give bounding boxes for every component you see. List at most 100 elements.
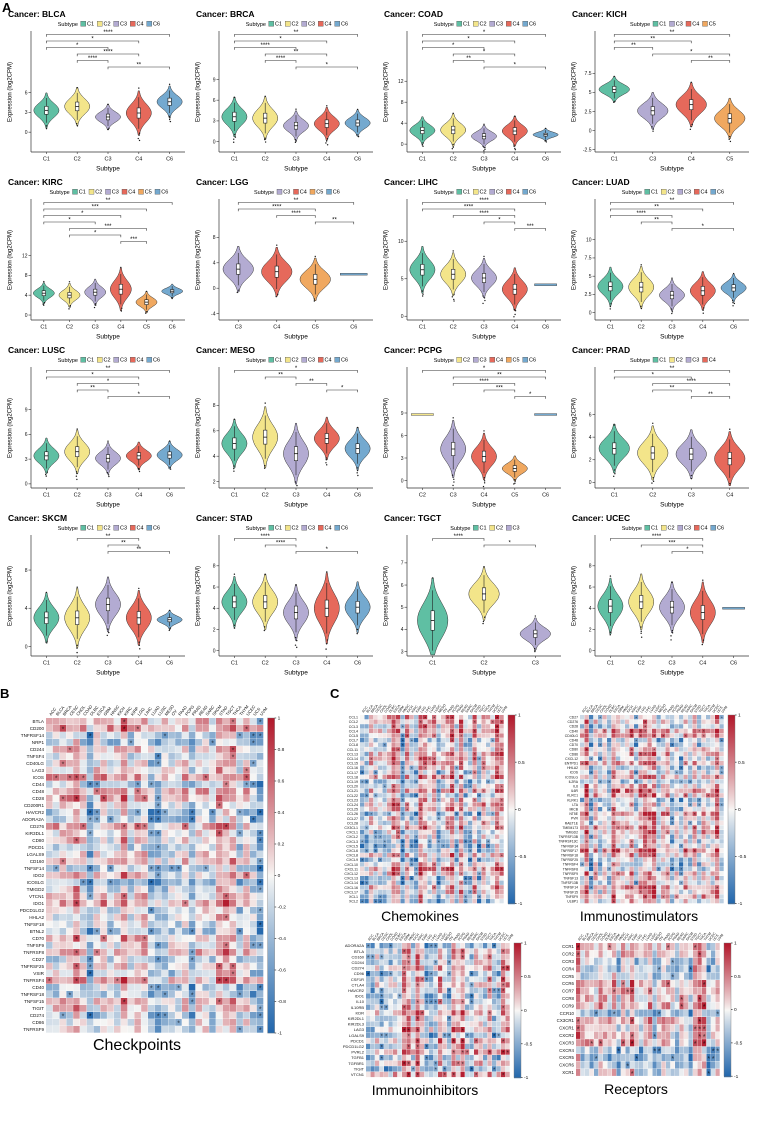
svg-text:**: ** (670, 198, 675, 204)
svg-text:C3: C3 (104, 493, 111, 499)
violin-svg-luad: Cancer: LUAD Subtype C1 C2 C3 C4 C6 0 2.5 5 7.5 10 E… (572, 177, 749, 341)
violin-svg-meso: Cancer: MESO Subtype C1 C2 C3 C4 C6 2 4 6 8 Express… (196, 345, 373, 509)
svg-text:C3: C3 (684, 526, 691, 532)
violin-plot-lgg: Cancer: LGG Subtype C3 C4 C5 C6 -4 0 4 8 Expressio… (192, 174, 378, 342)
svg-text:10: 10 (398, 239, 404, 245)
svg-text:C4: C4 (135, 493, 142, 499)
heatmap-canvas-checkpoints (10, 700, 293, 1036)
svg-text:0: 0 (401, 478, 404, 484)
svg-text:C1: C1 (659, 358, 666, 364)
svg-text:C1: C1 (40, 325, 47, 331)
violin-svg-skcm: Cancer: SKCM Subtype C1 C2 C3 C4 C6 0 4 8 Expressi… (8, 513, 185, 677)
svg-text:8: 8 (213, 564, 216, 570)
svg-text:Expression (log2CPM): Expression (log2CPM) (384, 566, 390, 626)
svg-text:C1: C1 (480, 526, 487, 532)
svg-text:C6: C6 (161, 190, 168, 196)
svg-text:*: * (508, 540, 511, 546)
svg-text:6: 6 (213, 98, 216, 104)
svg-text:5: 5 (589, 274, 592, 280)
svg-text:4: 4 (589, 606, 592, 612)
svg-text:10: 10 (586, 237, 592, 243)
svg-text:***: *** (104, 224, 112, 230)
svg-text:Subtype: Subtype (246, 526, 266, 532)
svg-text:C2: C2 (676, 358, 683, 364)
svg-text:***: *** (668, 540, 676, 546)
svg-text:*: * (91, 372, 94, 378)
violin-svg-coad: Cancer: COAD Subtype C1 C2 C3 C4 C6 0 4 8 12 Expres… (384, 9, 561, 173)
svg-text:C2: C2 (262, 493, 269, 499)
svg-text:Subtype: Subtype (284, 334, 308, 341)
svg-text:C3: C3 (292, 493, 299, 499)
svg-text:**: ** (294, 30, 299, 36)
panel-label-b: B (0, 686, 10, 701)
svg-text:5: 5 (401, 605, 404, 611)
svg-text:6: 6 (401, 433, 404, 439)
svg-text:C4: C4 (325, 526, 332, 532)
svg-text:C3: C3 (668, 325, 675, 331)
svg-text:*: * (529, 392, 532, 398)
svg-text:C3: C3 (480, 157, 487, 163)
svg-text:C2: C2 (292, 526, 299, 532)
panel-label-a: A (2, 0, 12, 15)
svg-text:Cancer: LUSC: Cancer: LUSC (8, 345, 65, 355)
heatmap-block-receptors: Receptors (550, 928, 764, 1098)
svg-text:C2: C2 (104, 22, 111, 28)
svg-text:C3: C3 (235, 325, 242, 331)
svg-text:*: * (94, 230, 97, 236)
svg-text:C4: C4 (701, 190, 708, 196)
violin-svg-blca: Cancer: BLCA Subtype C1 C2 C3 C4 C6 0 3 6 Expressi… (8, 9, 185, 173)
svg-text:C1: C1 (275, 526, 282, 532)
svg-text:C3: C3 (308, 22, 315, 28)
svg-text:Subtype: Subtype (284, 502, 308, 509)
svg-text:C6: C6 (153, 358, 160, 364)
violin-plot-luad: Cancer: LUAD Subtype C1 C2 C3 C4 C6 0 2.5 5 7.5 10 E… (568, 174, 754, 342)
violin-svg-pcpg: Cancer: PCPG Subtype C2 C3 C4 C5 C6 0 3 6 9 Express… (384, 345, 561, 509)
svg-text:C3: C3 (496, 190, 503, 196)
svg-text:C2: C2 (419, 493, 426, 499)
svg-text:C3: C3 (283, 190, 290, 196)
svg-text:Cancer: KICH: Cancer: KICH (572, 9, 627, 19)
svg-text:C3: C3 (92, 325, 99, 331)
svg-text:*: * (107, 379, 110, 385)
svg-text:C2: C2 (668, 190, 675, 196)
svg-text:C3: C3 (112, 190, 119, 196)
svg-text:****: **** (637, 211, 647, 217)
svg-text:5: 5 (589, 90, 592, 96)
svg-text:C6: C6 (542, 325, 549, 331)
svg-text:C6: C6 (333, 190, 340, 196)
svg-text:C4: C4 (709, 358, 716, 364)
svg-text:C4: C4 (692, 22, 699, 28)
svg-text:*: * (341, 385, 344, 391)
svg-text:0: 0 (213, 286, 216, 292)
svg-text:C5: C5 (145, 190, 152, 196)
svg-text:C5: C5 (513, 358, 520, 364)
svg-text:0: 0 (213, 139, 216, 145)
svg-text:C2: C2 (480, 661, 487, 667)
svg-text:Cancer: BLCA: Cancer: BLCA (8, 9, 66, 19)
svg-text:Subtype: Subtype (660, 670, 684, 677)
svg-text:3: 3 (401, 456, 404, 462)
svg-text:Cancer: PCPG: Cancer: PCPG (384, 345, 442, 355)
svg-text:C1: C1 (275, 358, 282, 364)
svg-text:Subtype: Subtype (622, 526, 642, 532)
svg-text:Subtype: Subtype (50, 190, 70, 196)
svg-text:C4: C4 (128, 190, 135, 196)
svg-text:*: * (467, 36, 470, 42)
violin-svg-kirc: Cancer: KIRC Subtype C1 C2 C3 C4 C5 C6 0 4 8 12 Expr… (8, 177, 185, 341)
svg-text:4: 4 (25, 293, 28, 299)
svg-text:*: * (81, 211, 84, 217)
violin-plot-blca: Cancer: BLCA Subtype C1 C2 C3 C4 C6 0 3 6 Expressi… (4, 6, 190, 174)
heatmap-block-immunostimulators: Immunostimulators (550, 700, 764, 924)
svg-text:***: *** (527, 224, 535, 230)
heatmap-immunostimulators (550, 700, 764, 907)
svg-text:Subtype: Subtype (58, 22, 78, 28)
svg-text:*: * (690, 49, 693, 55)
svg-text:**: ** (332, 217, 337, 223)
svg-text:Subtype: Subtype (472, 334, 496, 341)
svg-text:9: 9 (25, 407, 28, 413)
svg-text:2: 2 (589, 458, 592, 464)
svg-text:C4: C4 (688, 157, 695, 163)
heatmap-immunoinhibitors (336, 928, 550, 1081)
svg-text:3: 3 (25, 457, 28, 463)
svg-text:8: 8 (589, 564, 592, 570)
